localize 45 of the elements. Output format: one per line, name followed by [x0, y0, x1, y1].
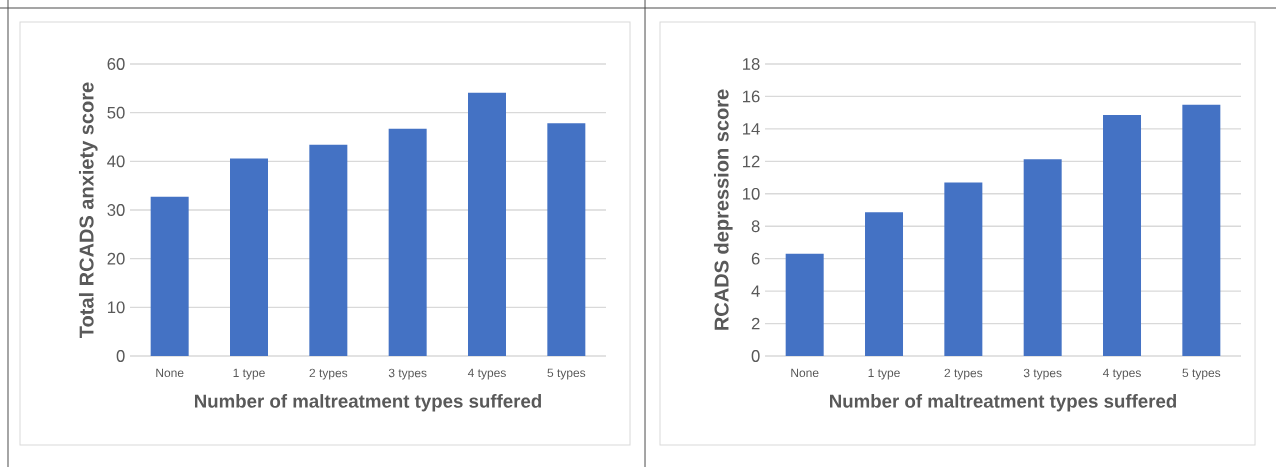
x-tick-label: 4 types [467, 368, 506, 380]
bar [1103, 115, 1142, 356]
y-tick-label: 50 [107, 106, 125, 119]
bar [468, 92, 506, 356]
y-tick-label: 2 [751, 317, 760, 330]
y-tick-label: 16 [743, 90, 760, 103]
y-tick-label: 4 [751, 285, 760, 297]
x-tick-label: 3 types [1023, 368, 1062, 380]
y-tick-label: 10 [108, 301, 125, 314]
x-tick-label: None [791, 368, 819, 378]
bar [230, 158, 268, 356]
bar [944, 182, 983, 356]
x-tick-label: 2 types [944, 368, 983, 380]
y-axis-title: RCADS depression score [713, 89, 733, 330]
y-tick-label: 0 [751, 350, 760, 362]
x-tick-label: None [156, 368, 184, 378]
bar [1023, 159, 1062, 356]
bar [309, 144, 348, 356]
y-tick-label: 6 [751, 252, 760, 265]
x-tick-label: 1 type [868, 368, 900, 380]
bar [785, 253, 824, 356]
x-tick-label: 4 types [1102, 368, 1141, 380]
y-tick-label: 40 [107, 155, 125, 168]
x-axis-title: Number of maltreatment types suffered [830, 394, 1177, 412]
x-tick-label: 2 types [309, 368, 348, 380]
bar [865, 212, 904, 356]
y-tick-label: 14 [743, 123, 760, 135]
x-tick-label: 1 type [233, 368, 265, 380]
y-tick-label: 12 [743, 155, 760, 168]
x-tick-label: 5 types [1182, 368, 1221, 380]
y-tick-label: 8 [751, 220, 760, 233]
y-tick-label: 20 [107, 252, 125, 265]
bar [1182, 104, 1221, 356]
x-axis-title: Number of maltreatment types suffered [194, 394, 541, 412]
bar [150, 196, 189, 356]
y-tick-label: 0 [116, 350, 125, 362]
bar [547, 123, 586, 356]
y-tick-label: 30 [107, 204, 125, 216]
y-tick-label: 10 [743, 187, 760, 200]
y-tick-label: 60 [107, 58, 125, 70]
y-tick-label: 18 [743, 58, 760, 70]
y-axis-title: Total RCADS anxiety score [78, 82, 98, 338]
bar [388, 128, 427, 356]
x-tick-label: 5 types [547, 368, 586, 380]
x-tick-label: 3 types [388, 368, 427, 380]
